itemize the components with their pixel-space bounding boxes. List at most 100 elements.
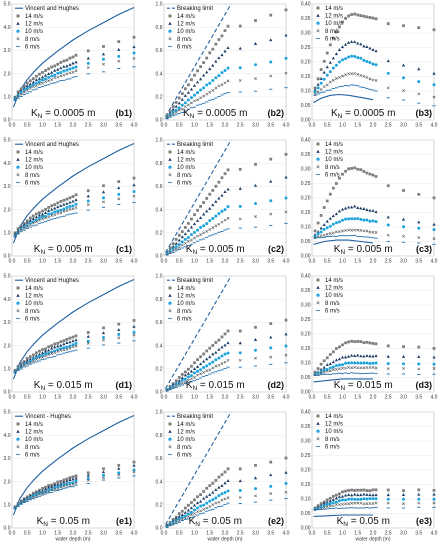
marker-d3-s3 [432, 367, 436, 370]
marker-b1-s2 [59, 70, 63, 74]
marker-e1-s1 [59, 481, 63, 485]
marker-b1-s1 [71, 61, 75, 65]
marker-d2-s2 [284, 344, 288, 348]
marker-d1-s3 [53, 351, 57, 354]
marker-b3-s2 [331, 66, 335, 70]
y-tick-label-d2: 0.8 [156, 297, 163, 303]
panel-label-d2: (d2) [268, 380, 285, 390]
x-tick-label-d2: 0.5 [176, 395, 183, 401]
marker-b1-s0 [86, 49, 90, 53]
marker-b2-s3 [199, 96, 203, 100]
legend-symbol-b1 [16, 21, 20, 25]
marker-b3-s3 [334, 77, 338, 80]
marker-d3-s0 [328, 353, 332, 356]
x-tick-label-b1: 0.5 [24, 123, 31, 129]
x-tick-label-d2: 1.0 [191, 395, 198, 401]
marker-d2-s0 [180, 373, 184, 376]
marker-b3-s3 [316, 90, 320, 94]
marker-d3-s0 [350, 339, 354, 343]
marker-c1-s0 [71, 195, 75, 198]
marker-b2-s2 [183, 101, 187, 105]
marker-d3-s1 [353, 354, 357, 358]
y-tick-label-c1: 2.0 [4, 207, 11, 213]
marker-e1-s3 [53, 487, 57, 491]
marker-e2-s2 [202, 503, 206, 507]
marker-b1-s2 [74, 65, 78, 69]
marker-c1-s1 [22, 222, 26, 226]
marker-c3-s3 [325, 232, 329, 236]
marker-d3-s3 [347, 366, 351, 369]
marker-b2-s2 [214, 76, 218, 80]
panel-label-e2: (e2) [268, 516, 284, 526]
marker-b2-s1 [192, 83, 197, 87]
x-tick-label-d3: 1.0 [339, 395, 346, 401]
marker-d3-s2 [328, 366, 332, 370]
marker-e1-s0 [56, 480, 60, 484]
marker-d3-s2 [325, 368, 329, 372]
legend-ref-label-d2: Breaking limit [177, 278, 213, 284]
marker-d3-s2 [371, 361, 375, 365]
x-tick-label-e3: 1.5 [354, 531, 361, 537]
marker-e1-s0 [71, 475, 75, 479]
roughness-label-d3: KN = 0.015 m [334, 380, 393, 392]
marker-e1-s3 [38, 492, 41, 496]
x-tick-label-e1: 4.0 [131, 531, 138, 537]
marker-c1-s2 [47, 212, 51, 216]
marker-e2-s3 [190, 513, 193, 517]
marker-d2-s1 [253, 338, 258, 341]
marker-e2-s1 [238, 479, 242, 483]
marker-d2-s2 [214, 358, 218, 362]
marker-b1-s0 [41, 71, 44, 74]
y-tick-label-b3: 0.10 [301, 89, 311, 95]
marker-c2-s3 [196, 234, 199, 238]
marker-e3-s0 [341, 490, 344, 494]
marker-b1-s3 [28, 86, 32, 90]
marker-e3-s1 [337, 495, 342, 499]
x-tick-label-b3: 3.5 [415, 123, 422, 129]
marker-e1-s1 [117, 466, 121, 470]
legend-ref-label-e2: Breaking limit [177, 414, 213, 420]
marker-b2-s1 [208, 67, 212, 71]
x-tick-label-e3: 1.0 [339, 531, 346, 537]
marker-b1-s2 [25, 86, 29, 90]
panel-label-d3: (d3) [416, 380, 433, 390]
marker-b3-s2 [368, 61, 372, 65]
marker-d3-s1 [331, 360, 335, 364]
marker-b3-s3 [331, 78, 335, 82]
legend-label-b2: 10 m/s [177, 29, 195, 35]
marker-d3-s0 [338, 345, 341, 349]
roughness-label-c1: KN = 0.005 m [34, 244, 93, 256]
marker-c2-s2 [217, 212, 221, 216]
marker-b1-s0 [71, 55, 75, 59]
legend-symbol-b1 [16, 29, 20, 33]
y-tick-label-d2: 0.2 [156, 367, 163, 373]
marker-e2-s0 [183, 506, 187, 510]
marker-c3-s0 [402, 189, 405, 192]
marker-c3-s0 [313, 229, 317, 233]
marker-c2-s3 [214, 224, 218, 228]
marker-e1-s1 [37, 489, 42, 493]
marker-c1-s3 [31, 221, 35, 225]
marker-e2-s0 [211, 481, 215, 485]
marker-c3-s1 [365, 208, 369, 211]
marker-d2-s2 [196, 369, 200, 373]
marker-c3-s1 [356, 206, 360, 209]
marker-c2-s2 [193, 230, 196, 234]
marker-b1-s3 [34, 84, 38, 88]
marker-b2-s0 [196, 69, 199, 73]
legend-symbol-e2 [168, 422, 172, 426]
marker-e2-s3 [174, 520, 178, 524]
marker-d2-s3 [199, 372, 203, 376]
legend-label-b3: 6 m/s [325, 36, 340, 42]
x-tick-label-d2: 4.0 [283, 395, 290, 401]
marker-e3-s2 [325, 502, 329, 506]
marker-d3-s2 [322, 368, 326, 372]
marker-d3-s1 [322, 365, 326, 369]
marker-c2-s2 [254, 202, 257, 206]
marker-d1-s1 [43, 349, 48, 353]
x-tick-label-b1: 1.5 [54, 123, 61, 129]
marker-e2-s3 [284, 490, 288, 494]
marker-e1-s0 [74, 474, 78, 478]
marker-e3-s0 [371, 488, 375, 492]
marker-b3-s3 [386, 86, 390, 90]
